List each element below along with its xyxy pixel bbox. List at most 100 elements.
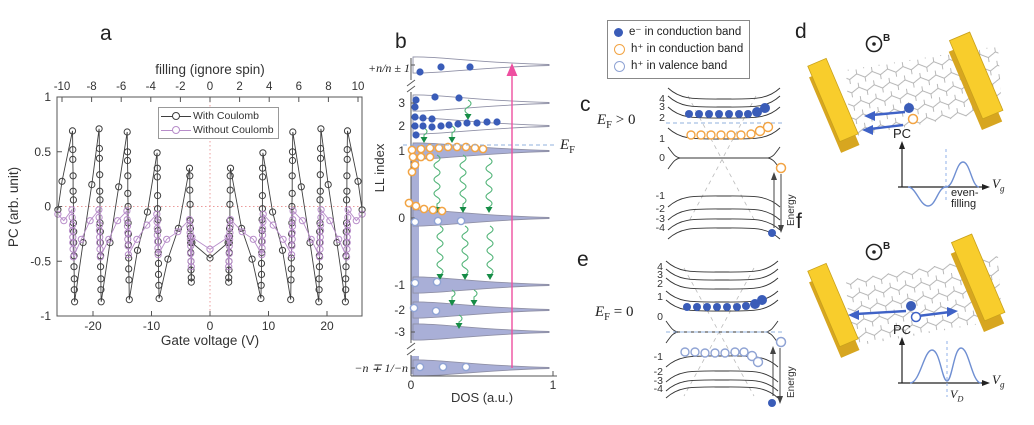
data-point-marker xyxy=(95,125,103,133)
electron-dot xyxy=(735,110,743,118)
right-electrode xyxy=(948,31,1004,131)
data-point-marker xyxy=(96,228,104,236)
panel-f-device-schematic-dirac-point xyxy=(807,233,1006,397)
level-label: -3 xyxy=(654,375,663,387)
with-coulomb-marker-icon xyxy=(161,111,191,121)
legend-label: e⁻ in conduction band xyxy=(629,26,742,38)
data-point-marker xyxy=(54,210,62,218)
data-point-marker xyxy=(153,173,161,181)
electron-dot xyxy=(454,120,462,128)
data-point-marker xyxy=(297,183,305,191)
data-point-marker xyxy=(315,286,323,294)
vb-hole-circle xyxy=(752,356,764,368)
electron-dot xyxy=(757,295,767,305)
data-point-marker xyxy=(341,298,349,306)
data-point-marker xyxy=(143,208,151,216)
data-point-marker xyxy=(287,276,295,284)
cb-hole-circle xyxy=(425,143,435,153)
vb-hole-circle xyxy=(700,348,710,358)
even-filling-annotation: even- filling xyxy=(951,188,979,210)
ef-base: E xyxy=(597,112,607,128)
x-axis-label: DOS (a.u.) xyxy=(451,390,513,405)
data-point-marker xyxy=(69,245,77,253)
level-label: 3 xyxy=(657,269,663,281)
level-label: 0 xyxy=(659,152,665,164)
left-electrode xyxy=(807,57,860,153)
data-point-marker xyxy=(187,274,195,282)
wavy-relaxation-arrow xyxy=(486,225,494,276)
carrier-dots xyxy=(404,63,501,372)
data-point-marker xyxy=(344,206,352,214)
left-electrode xyxy=(807,262,860,358)
dos-landau-level-peaks xyxy=(412,56,550,377)
data-point-marker xyxy=(133,235,141,243)
tick-label: 1 xyxy=(44,90,51,104)
data-point-marker xyxy=(288,148,297,156)
landau-band xyxy=(667,146,781,170)
data-point-marker xyxy=(69,253,78,261)
data-point-marker xyxy=(206,254,214,262)
relaxation-arrowhead xyxy=(448,300,456,306)
pc-curve-two-peaks xyxy=(909,347,982,384)
hole-circle xyxy=(910,311,922,323)
cb-hole-circle xyxy=(407,167,417,177)
data-point-marker xyxy=(315,298,323,306)
data-point-marker xyxy=(258,205,266,213)
data-point-marker xyxy=(186,200,194,208)
data-point-marker xyxy=(88,181,96,189)
vb-hole-circle xyxy=(409,303,419,313)
landau-level-bands xyxy=(665,260,779,399)
legend-entry-hole-vb: h⁺ in valence band xyxy=(614,58,743,75)
data-point-marker xyxy=(124,251,132,259)
x-axis-label: Gate voltage (V) xyxy=(161,333,259,348)
ef-sub: F xyxy=(606,120,613,131)
data-point-marker xyxy=(343,146,351,154)
tick-label: 0 xyxy=(44,200,51,214)
data-point-marker xyxy=(257,281,265,289)
ll-index-tick-label: 2 xyxy=(398,119,405,133)
data-point-marker xyxy=(96,171,104,179)
dos-ticks: 3 2 1 0 -1 -2 -3 0 1 DOS (a.u.) LL index xyxy=(372,64,557,405)
vb-hole-circle xyxy=(432,277,442,287)
level-label: 4 xyxy=(657,261,663,273)
wavy-relaxation-arrow xyxy=(461,225,469,276)
relaxation-arrowhead xyxy=(436,274,444,280)
tick-label: -6 xyxy=(116,81,126,93)
tick-label: 20 xyxy=(320,319,334,333)
data-point-marker xyxy=(115,183,123,191)
landau-band xyxy=(667,87,781,100)
data-point-marker xyxy=(187,266,195,274)
panel-d-b-field-label: B xyxy=(883,33,891,44)
relaxation-arrowhead xyxy=(485,207,493,213)
data-point-marker xyxy=(226,186,234,194)
landau-band xyxy=(665,268,779,281)
vg-sub: g xyxy=(999,183,1005,194)
electron-dot xyxy=(695,110,703,118)
relaxation-arrowhead xyxy=(486,274,494,280)
relaxation-arrowhead xyxy=(461,274,469,280)
cb-hole-circle xyxy=(470,143,480,153)
data-point-marker xyxy=(95,213,103,221)
data-point-marker xyxy=(224,233,232,241)
data-point-marker xyxy=(225,278,233,286)
electron-dot xyxy=(752,107,762,117)
data-point-marker xyxy=(69,155,77,163)
tick-label: 1 xyxy=(550,378,557,392)
ll-index-tick-label: -2 xyxy=(394,303,405,317)
data-point-marker xyxy=(317,125,325,133)
data-point-marker xyxy=(225,263,233,271)
electron-dot xyxy=(419,122,427,130)
data-point-marker xyxy=(316,253,324,261)
data-point-marker xyxy=(317,221,325,229)
hole-arrowhead xyxy=(947,307,958,317)
cb-hole-circle xyxy=(716,130,726,140)
data-point-marker xyxy=(258,192,266,200)
data-point-marker xyxy=(342,286,350,294)
vb-hole-circle xyxy=(710,348,720,358)
electron-dot xyxy=(437,63,445,71)
data-point-marker xyxy=(257,259,266,267)
data-point-marker xyxy=(343,155,351,163)
data-point-marker xyxy=(69,172,77,180)
data-point-marker xyxy=(225,274,233,282)
level-label: -1 xyxy=(656,190,665,202)
